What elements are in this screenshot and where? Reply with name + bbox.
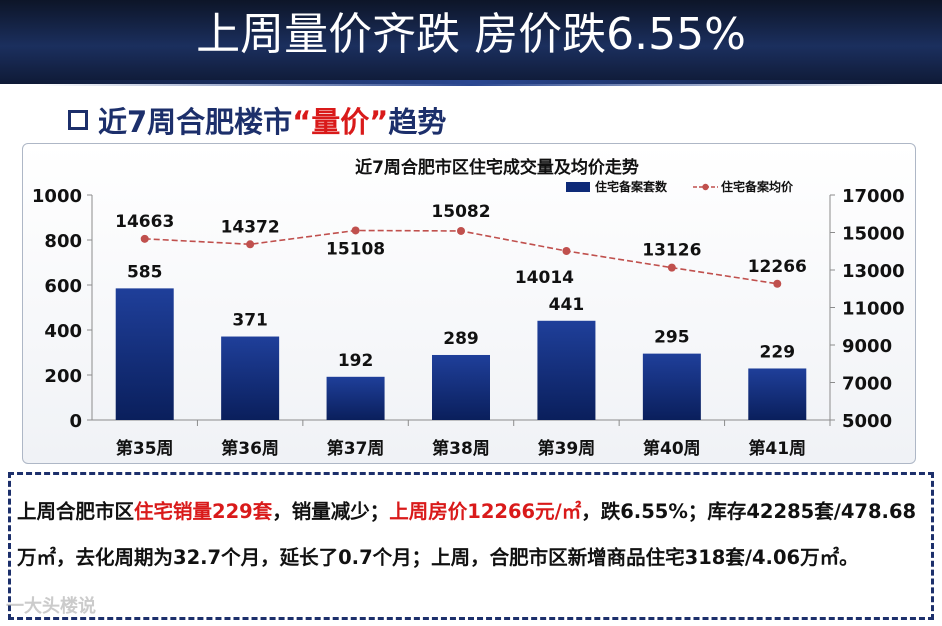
bar	[642, 353, 701, 420]
left-tick-label: 600	[44, 276, 82, 297]
price-value-label: 15108	[326, 239, 385, 259]
price-value-label: 13126	[642, 241, 701, 261]
right-tick-label: 9000	[842, 336, 892, 357]
x-tick-label: 第41周	[748, 438, 806, 459]
x-tick-label: 第35周	[116, 438, 174, 459]
legend-bar-label: 住宅备案套数	[595, 179, 668, 194]
bar	[221, 336, 280, 420]
combo-chart: 近7周合肥市区住宅成交量及均价走势 0 200 400 600 800 1000 5000 70…	[32, 157, 905, 459]
right-tick-label: 17000	[842, 186, 905, 207]
summary-price-highlight: 上周房价12266元/㎡	[389, 500, 582, 523]
title-banner: 上周量价齐跌 房价跌6.55%	[0, 0, 942, 84]
bar-value-label: 295	[654, 328, 690, 348]
right-tick-label: 13000	[842, 261, 905, 282]
x-tick-label: 第37周	[327, 438, 385, 459]
bar	[432, 354, 490, 420]
bar	[115, 288, 174, 420]
price-point	[457, 226, 465, 235]
section-heading: 近7周合肥楼市“量价”趋势	[68, 96, 446, 144]
chart-title: 近7周合肥市区住宅成交量及均价走势	[355, 157, 639, 178]
checkbox-square-icon	[68, 110, 88, 130]
legend-line-label: 住宅备案均价	[721, 179, 794, 194]
price-point	[246, 240, 255, 249]
bar	[326, 376, 385, 420]
section-prefix: 近7周合肥楼市	[98, 105, 293, 139]
left-tick-label: 0	[69, 411, 82, 432]
x-tick-label: 第39周	[538, 438, 596, 459]
price-value-label: 14372	[221, 217, 280, 237]
right-tick-label: 7000	[842, 374, 892, 395]
left-tick-label: 1000	[32, 186, 82, 207]
section-highlight: “量价”	[292, 105, 389, 139]
bar-value-label: 585	[127, 262, 163, 282]
x-tick-label: 第38周	[432, 438, 490, 459]
summary-text-2: ，销量减少；	[272, 500, 390, 523]
price-value-label: 14663	[115, 212, 174, 232]
bar	[748, 368, 807, 420]
price-point	[667, 263, 676, 272]
price-value-label: 12266	[748, 257, 807, 277]
summary-box: 上周合肥市区住宅销量229套，销量减少；上周房价12266元/㎡，跌6.55%；…	[8, 472, 934, 620]
bar-value-label: 192	[338, 351, 374, 371]
price-value-label: 14014	[515, 268, 574, 288]
price-value-label: 15082	[431, 202, 490, 222]
x-tick-label: 第36周	[221, 438, 279, 459]
price-point	[562, 246, 571, 255]
bar-value-label: 441	[549, 295, 585, 315]
right-tick-label: 5000	[842, 411, 892, 432]
legend-line-marker	[702, 183, 709, 191]
x-tick-label: 第40周	[643, 438, 701, 459]
summary-sales-highlight: 住宅销量229套	[134, 500, 273, 523]
legend-bar-swatch	[566, 182, 590, 192]
banner-rim	[36, 80, 906, 86]
left-tick-label: 200	[44, 366, 82, 387]
left-tick-label: 800	[44, 231, 82, 252]
price-point	[140, 234, 149, 243]
bar-value-label: 289	[443, 329, 479, 349]
watermark: 一大头楼说	[6, 596, 96, 617]
summary-text-3: ，跌6.55%；库存42285套/478.68万㎡，去化周期为32.7个月，延长…	[17, 500, 917, 569]
section-suffix: 趋势	[388, 105, 447, 139]
price-point	[773, 279, 782, 288]
left-tick-label: 400	[44, 321, 82, 342]
price-point	[351, 226, 360, 235]
bar-value-label: 229	[760, 342, 796, 362]
bar-value-label: 371	[232, 311, 268, 331]
summary-text-1: 上周合肥市区	[17, 500, 135, 523]
right-tick-label: 15000	[842, 224, 905, 245]
bar	[537, 320, 596, 420]
right-tick-label: 11000	[842, 299, 905, 320]
page-title: 上周量价齐跌 房价跌6.55%	[196, 9, 746, 60]
